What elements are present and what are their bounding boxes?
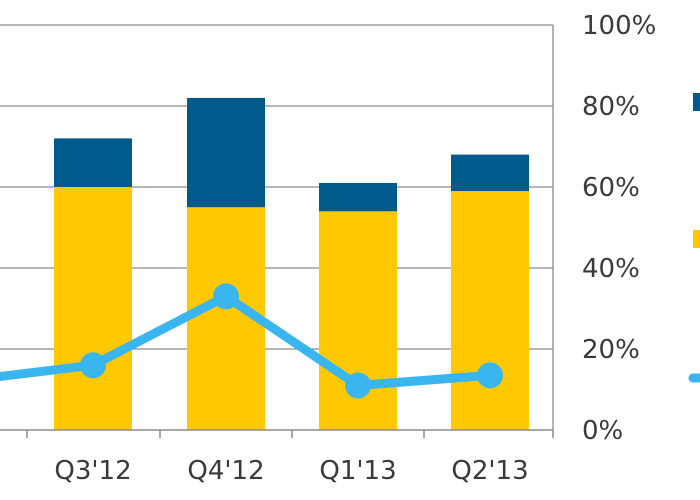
legend-marker-upper bbox=[693, 93, 700, 111]
x-axis bbox=[0, 25, 554, 438]
line-point bbox=[80, 352, 106, 379]
y-tick-label: 80% bbox=[582, 92, 640, 122]
y-axis-tick-labels: 0% 20% 40% 60% 80% 100% bbox=[582, 11, 656, 446]
bar-segment-upper bbox=[319, 182, 397, 212]
bar-segment-upper bbox=[54, 138, 132, 187]
legend-marker-lower bbox=[693, 230, 700, 248]
x-tick-label: Q4'12 bbox=[187, 456, 264, 486]
legend bbox=[688, 93, 700, 383]
bar-segment-upper bbox=[187, 97, 265, 208]
line-point bbox=[345, 372, 371, 399]
line-point bbox=[477, 362, 503, 389]
bar-segment-upper bbox=[451, 154, 529, 192]
y-tick-label: 100% bbox=[582, 11, 656, 41]
line-series bbox=[0, 283, 503, 399]
x-tick-label: Q2'13 bbox=[451, 456, 528, 486]
bar-segment-lower bbox=[54, 187, 132, 430]
y-tick-label: 20% bbox=[582, 335, 640, 365]
y-tick-label: 40% bbox=[582, 254, 640, 284]
line-point bbox=[213, 283, 239, 310]
x-tick-label: Q1'13 bbox=[319, 456, 396, 486]
bar-segment-lower bbox=[451, 191, 529, 430]
y-tick-label: 0% bbox=[582, 416, 623, 446]
y-tick-label: 60% bbox=[582, 173, 640, 203]
x-tick-label: Q3'12 bbox=[54, 456, 131, 486]
